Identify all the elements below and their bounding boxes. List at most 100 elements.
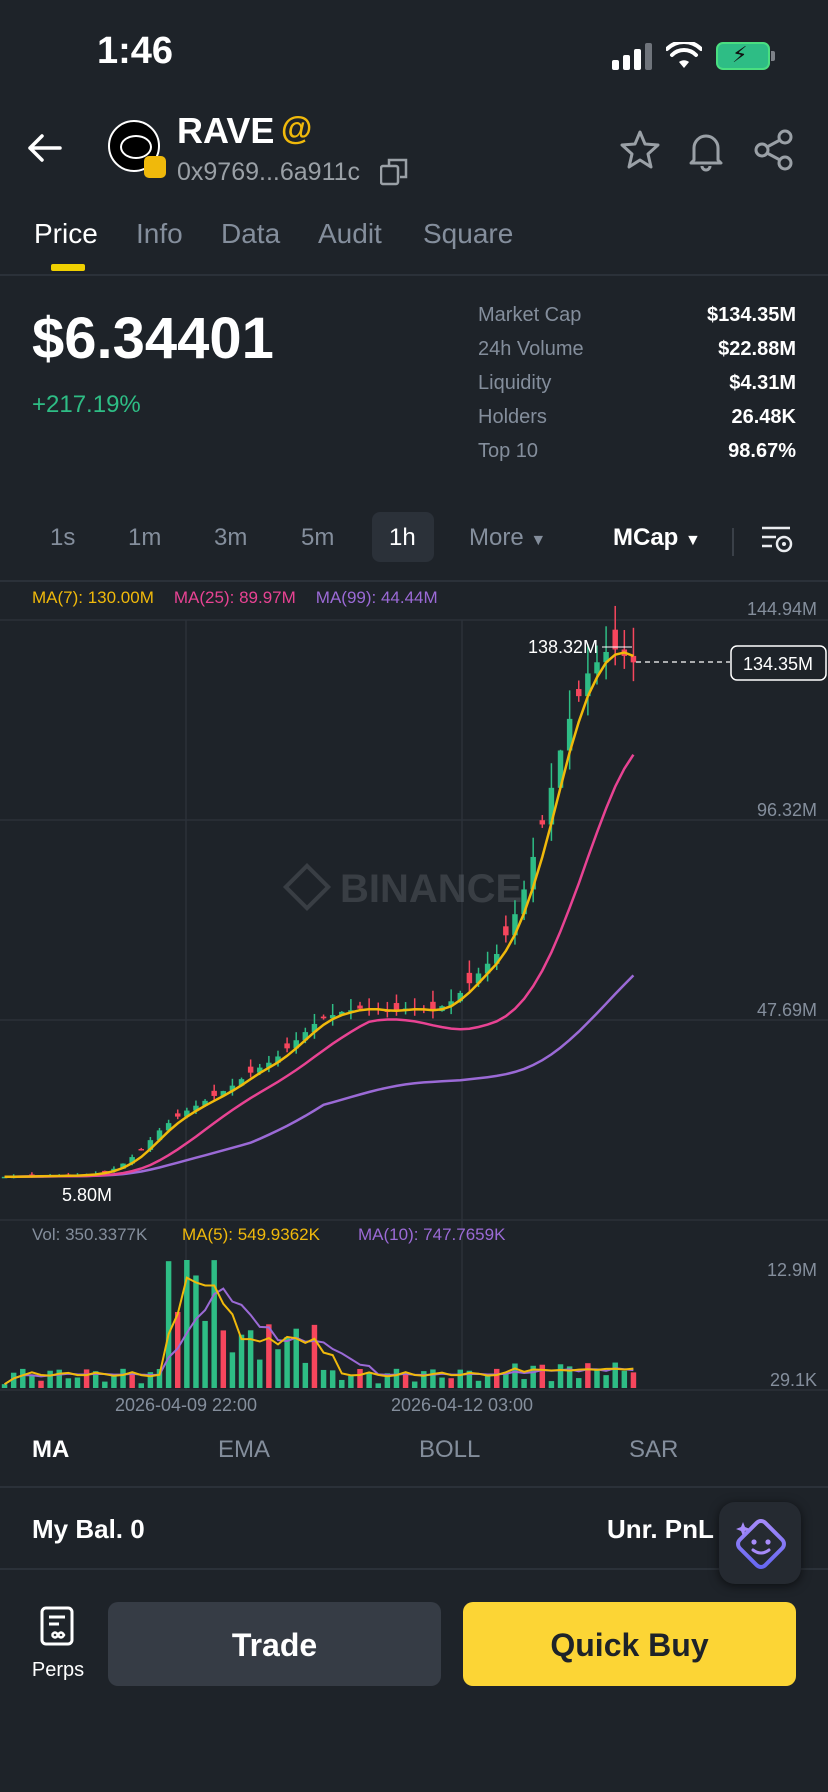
quick-buy-button[interactable]: Quick Buy: [463, 1602, 796, 1686]
volume-bar: [47, 1370, 53, 1388]
vol-ma5-legend: MA(5): 549.9362K: [182, 1225, 321, 1244]
candle-body: [630, 655, 637, 663]
price-chart[interactable]: BINANCE 144.94M 96.32M 47.69M 138.32M 5.…: [0, 580, 828, 1414]
trade-button[interactable]: Trade: [108, 1602, 441, 1686]
interval-more[interactable]: More ▼: [469, 524, 546, 552]
volume-bars: [1, 1260, 637, 1388]
candle-body: [612, 629, 618, 650]
volume-bar: [548, 1381, 555, 1388]
wifi-icon: [666, 42, 702, 68]
interval-1h[interactable]: 1h: [389, 524, 416, 551]
metric-select[interactable]: MCap ▼: [613, 524, 701, 552]
caret-down-icon: ▼: [685, 532, 701, 549]
volume-bar: [512, 1363, 518, 1388]
candle-body: [320, 1016, 327, 1019]
candle-body: [174, 1113, 181, 1117]
volume-bar: [184, 1260, 190, 1388]
x-axis-label: 2026-04-09 22:00: [115, 1395, 257, 1414]
volume-bar: [329, 1370, 336, 1388]
stat-row: 24h Volume $22.88M: [478, 338, 796, 372]
candle-body: [530, 856, 536, 890]
volume-bar: [630, 1372, 637, 1388]
volume-bar: [266, 1324, 272, 1388]
perps-button[interactable]: Perps: [28, 1606, 88, 1682]
candle-body: [156, 1130, 163, 1141]
status-icons: ⚡: [612, 36, 775, 76]
interval-5m[interactable]: 5m: [301, 524, 335, 551]
candle-body: [329, 1015, 336, 1019]
stat-label: Holders: [478, 406, 547, 428]
volume-bar: [348, 1375, 354, 1388]
volume-bar: [576, 1378, 582, 1388]
volume-bar: [384, 1373, 391, 1388]
candle-body: [202, 1100, 208, 1106]
candle-body: [257, 1067, 263, 1073]
indicator-sar[interactable]: SAR: [629, 1436, 679, 1463]
tab-audit[interactable]: Audit: [318, 218, 382, 249]
y-axis-label: 96.32M: [757, 800, 817, 820]
tab-square[interactable]: Square: [423, 218, 514, 249]
stat-label: Top 10: [478, 440, 539, 462]
indicator-ema[interactable]: EMA: [218, 1436, 271, 1463]
volume-bar: [411, 1381, 418, 1388]
volume-bar: [193, 1275, 199, 1388]
volume-bar: [65, 1378, 72, 1388]
star-icon[interactable]: [618, 128, 662, 172]
candle-body: [120, 1163, 126, 1169]
tab-price[interactable]: Price: [34, 218, 98, 249]
balance-row: My Bal. 0 Unr. PnL: [0, 1488, 828, 1570]
back-arrow-icon[interactable]: [26, 128, 62, 173]
volume-bar: [475, 1380, 482, 1388]
stat-label: 24h Volume: [478, 338, 584, 360]
candle-body: [585, 673, 591, 697]
candle-body: [102, 1170, 108, 1173]
stat-label: Liquidity: [478, 372, 552, 394]
vol-legend: Vol: 350.3377K: [32, 1225, 148, 1244]
volume-bar: [92, 1371, 99, 1388]
stat-row: Holders 26.48K: [478, 406, 796, 440]
ai-assistant-button[interactable]: [719, 1502, 801, 1584]
volume-bar: [430, 1369, 436, 1388]
volume-bar: [120, 1368, 126, 1388]
indicator-boll[interactable]: BOLL: [419, 1436, 481, 1463]
volume-bar: [257, 1359, 263, 1388]
interval-3m[interactable]: 3m: [214, 524, 248, 551]
tab-info[interactable]: Info: [136, 218, 183, 249]
tab-data[interactable]: Data: [221, 218, 281, 249]
unrealized-pnl: Unr. PnL: [607, 1514, 714, 1544]
stat-value: $4.31M: [729, 372, 796, 394]
active-tab-indicator: [51, 264, 85, 271]
ma7-line: [4, 651, 634, 1179]
volume-bar: [375, 1383, 381, 1388]
candle-body: [238, 1079, 245, 1086]
candle-body: [576, 689, 582, 697]
volume-bar: [557, 1364, 564, 1388]
volume-bar: [174, 1312, 181, 1388]
volume-bar: [165, 1261, 172, 1388]
ma-legend: MA(7): 130.00M MA(25): 89.97M MA(99): 44…: [32, 588, 438, 608]
status-time: 1:46: [97, 30, 174, 72]
y-axis-label: 144.94M: [747, 599, 817, 619]
volume-bar: [603, 1375, 609, 1388]
stat-row: Market Cap $134.35M: [478, 304, 796, 338]
candle-body: [512, 914, 518, 936]
share-icon[interactable]: [752, 128, 796, 172]
volume-bar: [29, 1375, 35, 1388]
bell-icon[interactable]: [684, 128, 728, 172]
candle-body: [357, 1005, 363, 1009]
copy-icon[interactable]: [379, 158, 408, 186]
volume-bar: [311, 1324, 318, 1388]
candle-body: [247, 1066, 254, 1073]
volume-bar: [621, 1370, 628, 1388]
volume-bar: [102, 1381, 108, 1388]
indicator-ma[interactable]: MA: [32, 1436, 70, 1463]
interval-1s[interactable]: 1s: [50, 524, 76, 551]
high-label: 138.32M: [528, 637, 598, 657]
token-name: RAVE: [177, 110, 275, 151]
chart-settings-icon[interactable]: [760, 524, 794, 554]
volume-bar: [56, 1369, 62, 1388]
assistant-face-icon: [736, 1519, 786, 1569]
interval-1m[interactable]: 1m: [128, 524, 162, 551]
candle-body: [302, 1032, 309, 1041]
candle-body: [138, 1148, 145, 1151]
